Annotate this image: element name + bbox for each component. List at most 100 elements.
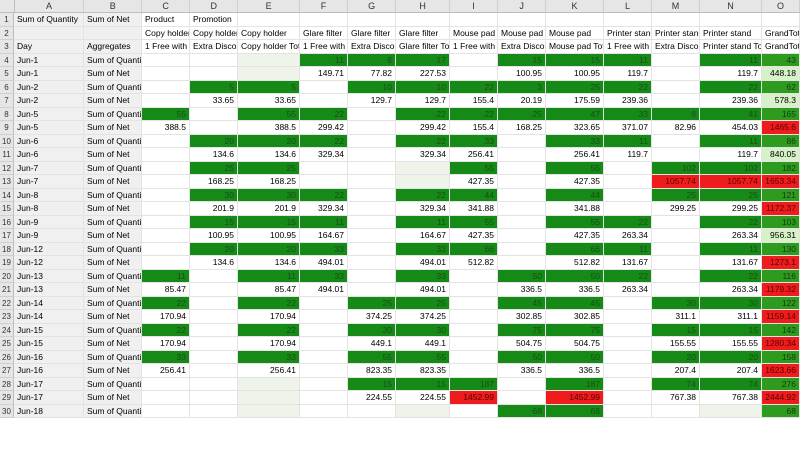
cell[interactable]: Copy holder bbox=[190, 26, 238, 40]
cell[interactable] bbox=[652, 13, 700, 27]
cell[interactable]: 85.47 bbox=[238, 283, 300, 297]
cell[interactable]: Jun-15 bbox=[14, 323, 84, 337]
cell[interactable]: 121 bbox=[762, 188, 800, 202]
cell[interactable]: 15 bbox=[652, 323, 700, 337]
cell[interactable]: 119.7 bbox=[604, 67, 652, 81]
cell[interactable]: 129.7 bbox=[348, 94, 396, 108]
cell[interactable]: 122 bbox=[762, 296, 800, 310]
cell[interactable]: 30 bbox=[700, 296, 762, 310]
cell[interactable]: 25 bbox=[348, 296, 396, 310]
cell[interactable]: Jun-9 bbox=[14, 215, 84, 229]
cell[interactable]: Sum of Net bbox=[84, 67, 142, 81]
cell[interactable]: 33.65 bbox=[238, 94, 300, 108]
cell[interactable]: 22 bbox=[450, 80, 498, 94]
cell[interactable]: 454.03 bbox=[700, 121, 762, 135]
cell[interactable]: 68 bbox=[498, 404, 546, 418]
cell[interactable]: 130 bbox=[762, 242, 800, 256]
cell[interactable] bbox=[498, 134, 546, 148]
cell[interactable] bbox=[652, 404, 700, 418]
cell[interactable]: GrandTotal bbox=[762, 40, 800, 54]
cell[interactable] bbox=[652, 256, 700, 270]
cell[interactable]: 100.95 bbox=[546, 67, 604, 81]
cell[interactable] bbox=[190, 377, 238, 391]
cell[interactable]: 239.36 bbox=[604, 94, 652, 108]
cell[interactable] bbox=[190, 53, 238, 67]
cell[interactable]: 50 bbox=[498, 269, 546, 283]
cell[interactable]: Printer stand Total bbox=[700, 40, 762, 54]
cell[interactable] bbox=[190, 391, 238, 405]
cell[interactable]: Jun-7 bbox=[14, 175, 84, 189]
cell[interactable]: Copy holder bbox=[142, 26, 190, 40]
cell[interactable] bbox=[142, 256, 190, 270]
cell[interactable] bbox=[700, 404, 762, 418]
cell[interactable]: 149.71 bbox=[300, 67, 348, 81]
cell[interactable]: Jun-8 bbox=[14, 202, 84, 216]
cell[interactable] bbox=[450, 310, 498, 324]
cell[interactable]: 100.95 bbox=[190, 229, 238, 243]
cell[interactable]: 329.34 bbox=[300, 148, 348, 162]
cell[interactable]: 66 bbox=[546, 242, 604, 256]
cell[interactable] bbox=[348, 283, 396, 297]
cell[interactable] bbox=[450, 364, 498, 378]
cell[interactable] bbox=[238, 67, 300, 81]
cell[interactable] bbox=[396, 404, 450, 418]
cell[interactable]: 55 bbox=[396, 350, 450, 364]
cell[interactable] bbox=[190, 337, 238, 351]
cell[interactable]: 311.1 bbox=[652, 310, 700, 324]
cell[interactable]: 22 bbox=[604, 269, 652, 283]
cell[interactable]: 22 bbox=[142, 296, 190, 310]
cell[interactable]: 11 bbox=[700, 242, 762, 256]
cell[interactable] bbox=[190, 364, 238, 378]
cell[interactable]: Glare filter bbox=[348, 26, 396, 40]
cell[interactable]: Jun-18 bbox=[14, 404, 84, 418]
cell[interactable]: 164.67 bbox=[396, 229, 450, 243]
cell[interactable]: 131.67 bbox=[604, 256, 652, 270]
cell[interactable] bbox=[450, 269, 498, 283]
cell[interactable] bbox=[396, 175, 450, 189]
cell[interactable]: Printer stand bbox=[700, 26, 762, 40]
cell[interactable] bbox=[14, 26, 84, 40]
row-header[interactable]: 25 bbox=[0, 337, 14, 351]
column-header-B[interactable]: B bbox=[84, 0, 143, 12]
cell[interactable]: 371.07 bbox=[604, 121, 652, 135]
cell[interactable]: 168.25 bbox=[498, 121, 546, 135]
cell[interactable]: Extra Discount bbox=[190, 40, 238, 54]
row-header[interactable]: 7 bbox=[0, 94, 14, 108]
cell[interactable] bbox=[300, 404, 348, 418]
cell[interactable]: 25 bbox=[396, 296, 450, 310]
cell[interactable]: 86 bbox=[762, 134, 800, 148]
column-header-D[interactable]: D bbox=[190, 0, 239, 12]
select-all-corner[interactable] bbox=[0, 0, 15, 12]
cell[interactable]: 11 bbox=[238, 269, 300, 283]
cell[interactable]: 336.5 bbox=[498, 364, 546, 378]
cell[interactable]: Mouse pad bbox=[450, 26, 498, 40]
cell[interactable]: 256.41 bbox=[450, 148, 498, 162]
cell[interactable] bbox=[84, 26, 142, 40]
cell[interactable]: Day bbox=[14, 40, 84, 54]
cell[interactable] bbox=[300, 175, 348, 189]
cell[interactable]: 170.94 bbox=[142, 337, 190, 351]
cell[interactable]: 102 bbox=[700, 161, 762, 175]
cell[interactable]: Extra Discount bbox=[498, 40, 546, 54]
cell[interactable]: 201.9 bbox=[238, 202, 300, 216]
cell[interactable] bbox=[190, 296, 238, 310]
cell[interactable]: 15 bbox=[498, 53, 546, 67]
cell[interactable]: Copy holder bbox=[238, 26, 300, 40]
cell[interactable]: 158 bbox=[762, 350, 800, 364]
cell[interactable] bbox=[300, 13, 348, 27]
cell[interactable]: 187 bbox=[546, 377, 604, 391]
row-header[interactable]: 13 bbox=[0, 175, 14, 189]
cell[interactable]: 44 bbox=[450, 188, 498, 202]
column-header-G[interactable]: G bbox=[348, 0, 397, 12]
cell[interactable] bbox=[142, 188, 190, 202]
cell[interactable]: 155.4 bbox=[450, 121, 498, 135]
cell[interactable]: GrandTotal bbox=[762, 26, 800, 40]
cell[interactable] bbox=[604, 13, 652, 27]
cell[interactable]: 336.5 bbox=[546, 364, 604, 378]
cell[interactable]: Sum of Quantity bbox=[84, 161, 142, 175]
cell[interactable] bbox=[652, 53, 700, 67]
cell[interactable]: Sum of Net bbox=[84, 364, 142, 378]
cell[interactable]: 131.67 bbox=[700, 256, 762, 270]
cell[interactable]: 22 bbox=[396, 134, 450, 148]
cell[interactable]: 68 bbox=[762, 404, 800, 418]
